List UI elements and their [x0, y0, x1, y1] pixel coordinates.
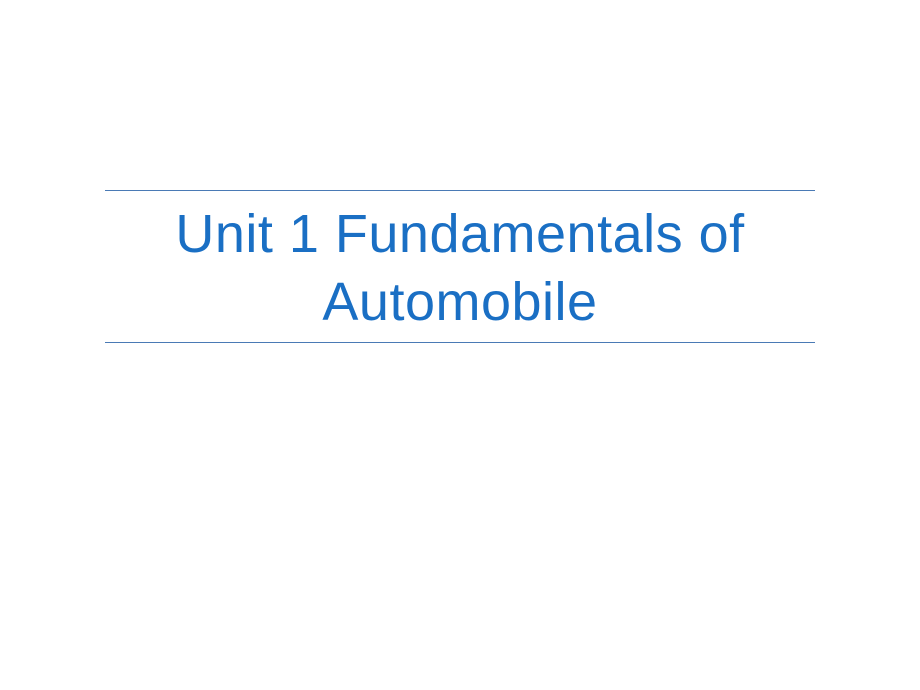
- title-line-1: Unit 1 Fundamentals of: [175, 204, 744, 264]
- title-rule-top: [105, 190, 815, 191]
- title-line-2: Automobile: [322, 272, 597, 332]
- title-block: Unit 1 Fundamentals of Automobile: [105, 190, 815, 343]
- title-rule-bottom: [105, 342, 815, 343]
- slide-title: Unit 1 Fundamentals of Automobile: [105, 193, 815, 340]
- slide-container: Unit 1 Fundamentals of Automobile: [0, 0, 920, 690]
